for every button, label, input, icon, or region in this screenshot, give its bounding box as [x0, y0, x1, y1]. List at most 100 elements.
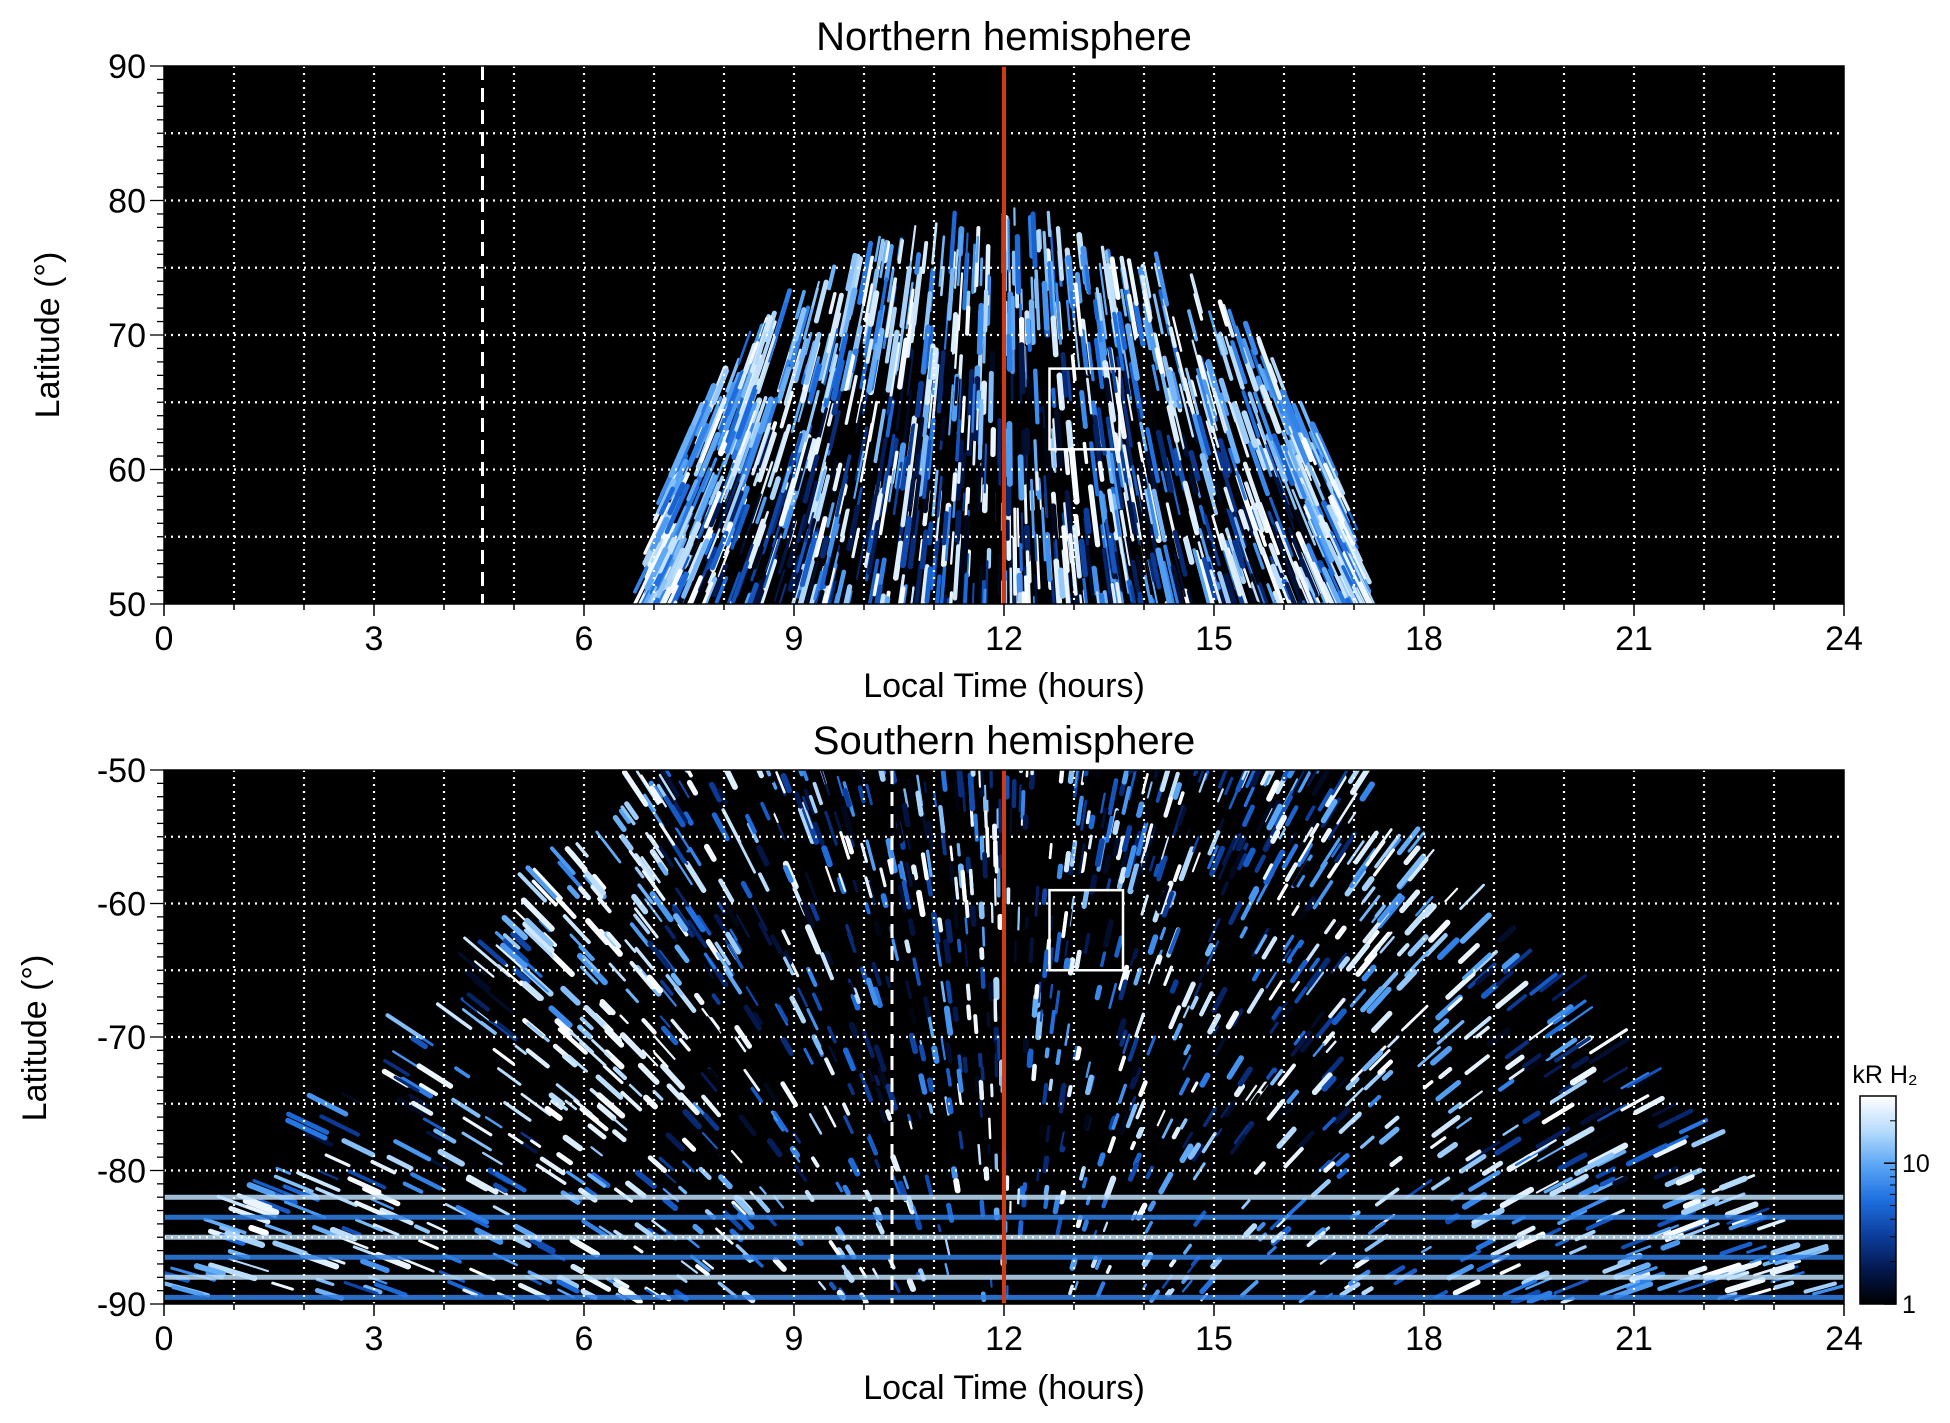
emission-streak: [904, 474, 916, 524]
emission-streak: [1068, 447, 1080, 505]
emission-streak: [271, 1281, 294, 1291]
emission-streak: [1431, 1176, 1451, 1191]
emission-streak: [1337, 534, 1361, 582]
emission-streak: [1087, 834, 1093, 850]
emission-streak: [500, 942, 528, 969]
emission-streak: [1135, 1100, 1146, 1120]
emission-streak: [800, 900, 816, 929]
emission-streak: [526, 1021, 550, 1043]
x-tick-label: 21: [1615, 620, 1653, 658]
emission-streak: [971, 383, 976, 433]
emission-streak: [1331, 1008, 1347, 1026]
emission-streak: [695, 770, 707, 785]
emission-streak: [1108, 781, 1118, 816]
emission-streak: [1241, 390, 1261, 439]
emission-streak: [1475, 1025, 1490, 1039]
emission-streak: [620, 805, 636, 826]
emission-streak: [454, 1066, 471, 1079]
emission-streak: [1182, 588, 1192, 604]
emission-streak: [1396, 969, 1418, 991]
emission-streak: [257, 1198, 291, 1214]
emission-streak: [1016, 507, 1020, 548]
emission-streak: [897, 863, 905, 880]
emission-streak: [735, 913, 751, 938]
emission-streak: [1216, 333, 1234, 381]
y-axis-label: Latitude (°): [16, 955, 54, 1122]
emission-streak: [596, 1092, 626, 1119]
emission-streak: [1148, 558, 1156, 583]
emission-streak: [984, 810, 988, 829]
emission-streak: [828, 1046, 838, 1063]
emission-streak: [1217, 571, 1232, 604]
emission-streak: [1486, 1027, 1511, 1048]
emission-streak: [1145, 427, 1161, 484]
emission-streak: [1265, 971, 1277, 989]
y-tick-label: -50: [97, 752, 146, 790]
emission-streak: [1114, 551, 1124, 592]
emission-streak: [1018, 342, 1026, 395]
emission-streak: [419, 1083, 438, 1097]
emission-streak: [726, 571, 741, 604]
x-tick-label: 21: [1615, 1320, 1653, 1358]
emission-streak: [946, 597, 953, 604]
emission-streak: [704, 571, 717, 593]
emission-streak: [1291, 904, 1300, 917]
emission-streak: [1253, 391, 1274, 441]
emission-streak: [422, 1117, 446, 1132]
emission-streak: [1333, 1107, 1351, 1125]
emission-streak: [1381, 1069, 1394, 1081]
emission-streak: [667, 944, 687, 970]
emission-streak: [1172, 805, 1185, 837]
emission-streak: [1042, 1082, 1049, 1105]
emission-streak: [653, 1035, 676, 1060]
emission-streak: [1242, 804, 1255, 827]
emission-streak: [949, 987, 954, 1001]
emission-streak: [867, 1135, 879, 1156]
emission-streak: [1172, 864, 1182, 882]
emission-streak: [590, 1172, 611, 1188]
emission-streak: [1232, 550, 1243, 577]
emission-streak: [718, 1174, 733, 1190]
emission-streak: [1100, 792, 1106, 814]
emission-streak: [1274, 599, 1281, 604]
emission-streak: [1277, 883, 1289, 901]
emission-streak: [952, 897, 960, 929]
emission-streak: [1569, 1245, 1587, 1255]
emission-streak: [1295, 454, 1320, 507]
emission-streak: [861, 255, 874, 305]
emission-streak: [1104, 518, 1118, 574]
x-tick-label: 15: [1195, 620, 1233, 658]
emission-streak: [930, 347, 939, 380]
emission-streak: [1195, 549, 1213, 604]
emission-streak: [1115, 1018, 1127, 1041]
emission-streak: [1254, 934, 1268, 955]
emission-streak: [848, 1157, 861, 1177]
emission-streak: [492, 1205, 510, 1216]
emission-streak: [967, 772, 976, 812]
emission-streak: [1044, 532, 1053, 582]
emission-streak: [1678, 1279, 1716, 1293]
emission-streak: [248, 1225, 269, 1237]
emission-streak: [1055, 1049, 1062, 1065]
emission-streak: [1282, 444, 1307, 500]
emission-streak: [694, 405, 711, 437]
emission-streak: [620, 1090, 643, 1112]
emission-streak: [979, 1099, 983, 1118]
emission-streak: [654, 601, 659, 604]
emission-streak: [1242, 320, 1259, 356]
emission-streak: [667, 481, 686, 516]
emission-streak: [1132, 300, 1146, 347]
emission-streak: [776, 366, 792, 404]
emission-streak: [1595, 1166, 1616, 1179]
emission-streak: [578, 886, 592, 901]
emission-streak: [324, 1153, 351, 1168]
emission-streak: [1502, 948, 1533, 975]
emission-streak: [1142, 404, 1154, 435]
emission-streak: [1652, 1101, 1679, 1117]
emission-streak: [977, 1052, 983, 1068]
emission-streak: [1335, 600, 1342, 604]
emission-streak: [850, 993, 861, 1011]
emission-streak: [551, 1097, 569, 1111]
y-tick-label: 50: [108, 586, 146, 624]
emission-streak: [1452, 1279, 1481, 1296]
